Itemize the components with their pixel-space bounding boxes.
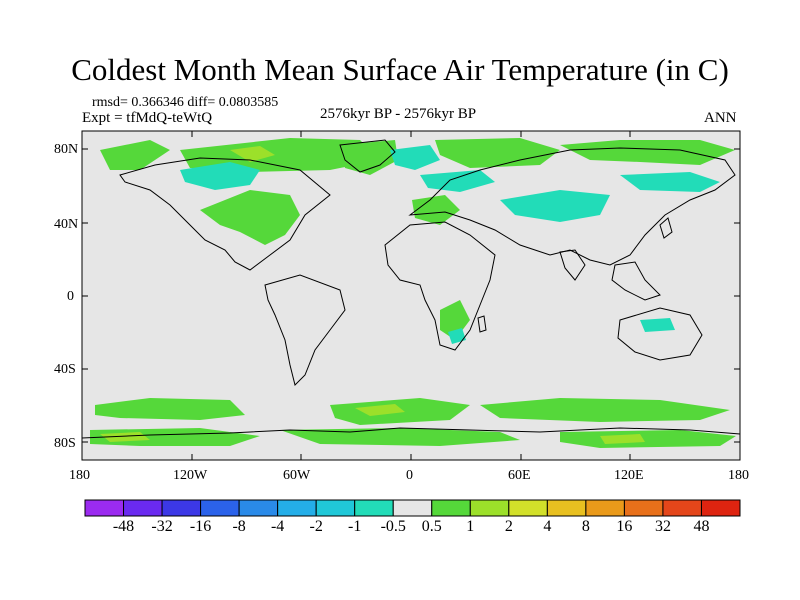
colorbar-box xyxy=(354,499,394,517)
coast-southeast-asia xyxy=(611,261,661,301)
colorbar-box xyxy=(469,499,510,517)
axis-ticks xyxy=(82,131,740,460)
colorbar-label: -4 xyxy=(270,518,285,535)
colorbar-label: -8 xyxy=(232,518,246,535)
stats-label: rmsd= 0.366346 diff= 0.0803585 xyxy=(92,95,279,110)
colorbar-box xyxy=(84,499,125,517)
coast-antarctica xyxy=(81,427,741,439)
warm-patch-greenland xyxy=(340,140,398,175)
cold-anomaly-regions xyxy=(180,145,720,344)
period-label: 2576kyr BP - 2576kyr BP xyxy=(320,106,477,122)
colorbar-box xyxy=(546,499,587,517)
cold-patch-africa xyxy=(448,328,466,344)
lon-label-60e: 60E xyxy=(508,468,531,483)
warmer-patch-pacific xyxy=(600,434,645,444)
warm-patch-antarctica-mid xyxy=(280,428,520,446)
lat-label-80s: 80S xyxy=(54,436,76,451)
lon-label-120e: 120E xyxy=(614,468,644,483)
colorbar-box xyxy=(623,499,664,517)
lat-label-40n: 40N xyxy=(54,217,79,232)
colorbar-box xyxy=(238,499,279,517)
warm-patch-north-atlantic xyxy=(435,138,560,168)
season-label: ANN xyxy=(704,110,737,126)
cold-patch-east-asia xyxy=(620,172,720,192)
cold-patch-canada xyxy=(180,162,260,190)
colorbar-label: -16 xyxy=(189,518,212,535)
coast-africa xyxy=(384,221,496,351)
colorbar-box xyxy=(508,499,548,517)
warm-patch-europe xyxy=(412,195,460,225)
coast-north-america xyxy=(119,157,331,271)
colorbar-box xyxy=(200,499,240,517)
coast-south-america xyxy=(264,274,346,386)
coastlines xyxy=(81,139,741,439)
cold-patch-australia xyxy=(640,318,675,332)
colorbar-label: -1 xyxy=(348,518,362,535)
coast-greenland xyxy=(339,139,396,173)
lat-label-80n: 80N xyxy=(54,142,79,157)
lon-label-60w: 60W xyxy=(283,468,311,483)
warm-patch-south-ocean-west xyxy=(95,398,245,420)
map-title: Coldest Month Mean Surface Air Temperatu… xyxy=(71,52,729,87)
colorbar-label: 32 xyxy=(654,518,671,535)
lon-label-180e: 180 xyxy=(728,468,749,483)
colorbar-label: -32 xyxy=(151,518,173,535)
lat-label-40s: 40S xyxy=(54,362,76,377)
warmer-patch-antarctica xyxy=(100,432,150,442)
coast-australia xyxy=(617,307,703,361)
warmer-patch-arctic xyxy=(230,146,275,162)
colorbar-box xyxy=(123,499,163,517)
experiment-label: Expt = tfMdQ-teWtQ xyxy=(82,110,213,126)
lon-label-180w: 180 xyxy=(69,468,90,483)
coast-japan xyxy=(659,217,673,239)
colorbar-label: 48 xyxy=(693,518,710,535)
cold-patch-labrador xyxy=(390,145,440,170)
colorbar xyxy=(84,499,741,517)
colorbar-box xyxy=(700,499,741,517)
colorbar-label: 2 xyxy=(504,518,513,535)
colorbar-label: 16 xyxy=(616,518,633,535)
warmer-patch-south-ocean xyxy=(355,404,405,416)
lat-label-0: 0 xyxy=(67,289,74,304)
warm-patch-antarctica-east xyxy=(560,430,736,448)
warm-patch-south-ocean-east xyxy=(480,398,730,422)
colorbar-label: 0.5 xyxy=(421,518,442,535)
colorbar-label: -2 xyxy=(309,518,323,535)
coast-eurasia xyxy=(408,147,736,266)
warm-patch-alaska xyxy=(100,140,170,170)
warm-patch-north-america xyxy=(200,190,300,245)
colorbar-label: -48 xyxy=(112,518,135,535)
colorbar-box xyxy=(315,499,356,517)
coast-india xyxy=(559,249,586,281)
colorbar-box xyxy=(585,499,625,517)
colorbar-label: -0.5 xyxy=(380,518,406,535)
warm-anomaly-regions xyxy=(90,138,736,448)
colorbar-box xyxy=(161,499,202,517)
colorbar-box xyxy=(277,499,317,517)
colorbar-label: 4 xyxy=(543,518,552,535)
warmer-anomaly-regions xyxy=(100,146,645,444)
coast-madagascar xyxy=(477,315,487,333)
colorbar-box xyxy=(392,499,433,517)
lon-label-0: 0 xyxy=(406,468,413,483)
cold-patch-scandinavia xyxy=(420,170,495,192)
colorbar-label: 1 xyxy=(466,518,475,535)
colorbar-box xyxy=(431,499,471,517)
colorbar-label: 8 xyxy=(581,518,590,535)
warm-patch-siberia xyxy=(560,140,735,165)
colorbar-box xyxy=(662,499,702,517)
lon-label-120w: 120W xyxy=(173,468,208,483)
cold-patch-central-asia xyxy=(500,190,610,222)
